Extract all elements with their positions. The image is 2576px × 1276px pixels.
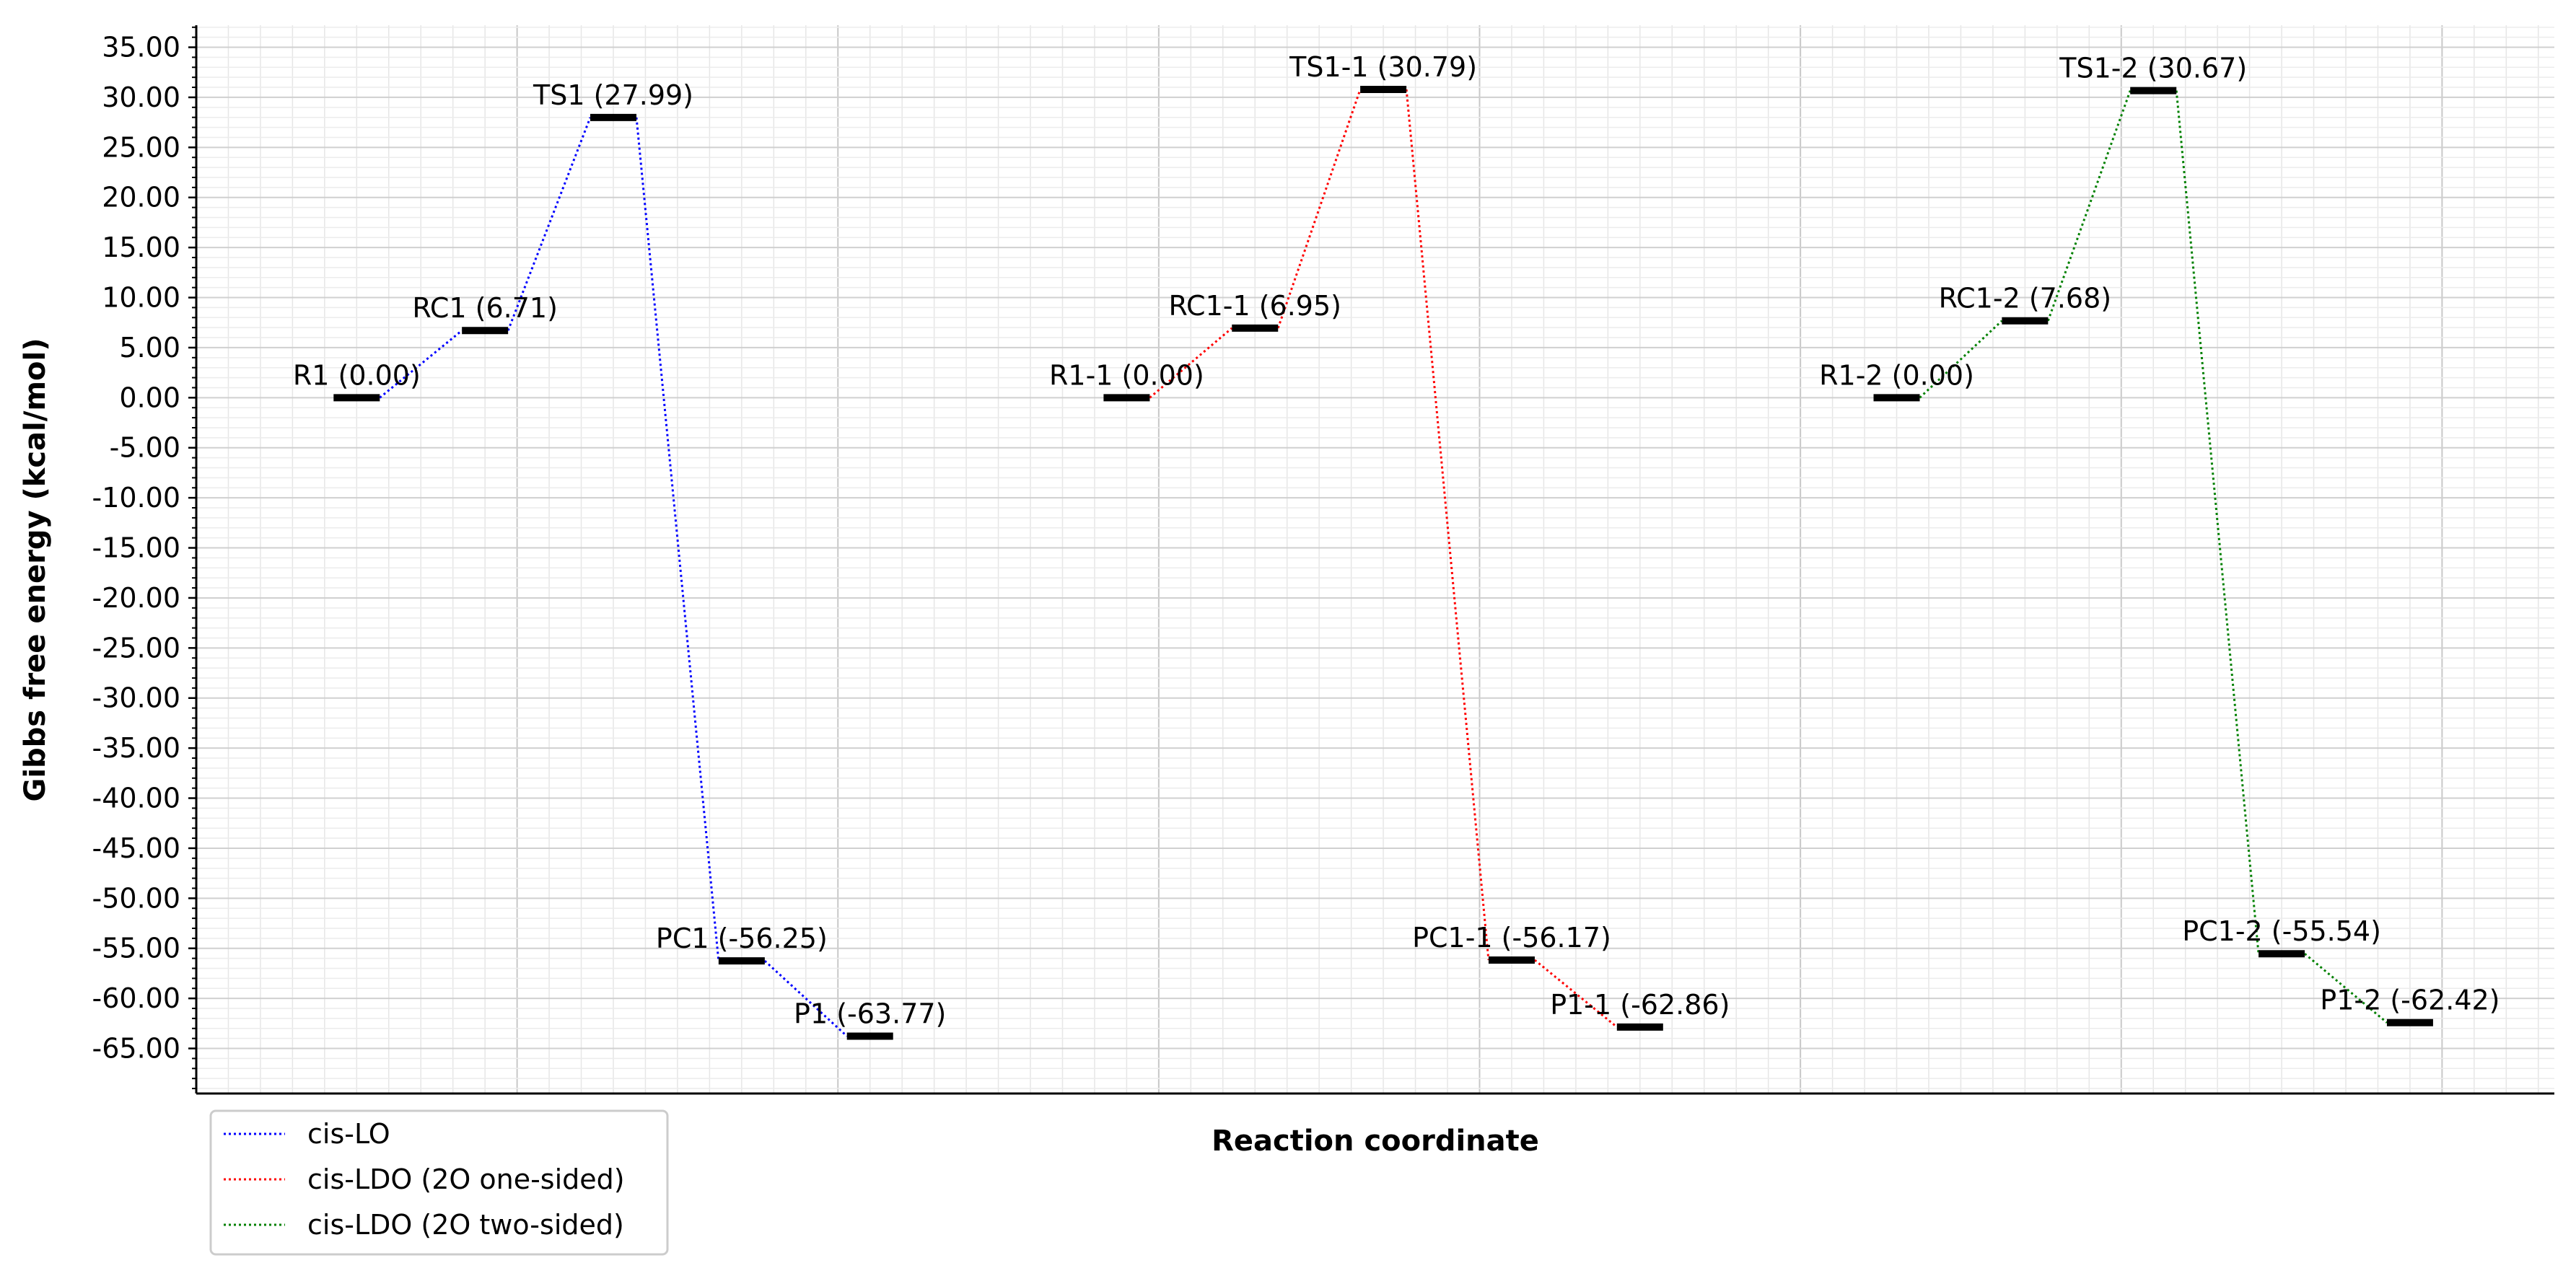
grid xyxy=(196,25,2554,1094)
y-tick-label: -40.00 xyxy=(92,783,181,814)
legend-frame xyxy=(209,1109,669,1256)
energy-level-label: RC1-1 (6.95) xyxy=(1169,290,1341,322)
legend-label: cis-LO xyxy=(307,1118,390,1150)
energy-level-label: R1-1 (0.00) xyxy=(1049,359,1204,391)
y-tick-label: 35.00 xyxy=(102,32,180,63)
legend: cis-LO cis-LDO (2O one-sided) cis-LDO (2O … xyxy=(209,1109,669,1256)
y-tick-label: 0.00 xyxy=(119,382,180,413)
y-tick-label: -5.00 xyxy=(110,432,180,464)
y-tick-label: 5.00 xyxy=(119,332,180,364)
y-tick-label: -45.00 xyxy=(92,832,181,864)
y-tick-label: -30.00 xyxy=(92,682,181,714)
y-tick-label: 10.00 xyxy=(102,282,180,314)
y-tick-label: -50.00 xyxy=(92,882,181,914)
y-tick-label: 15.00 xyxy=(102,232,180,263)
y-tick-label: -35.00 xyxy=(92,732,181,764)
y-tick-label: 20.00 xyxy=(102,182,180,214)
energy-level-label: PC1 (-56.25) xyxy=(656,923,828,954)
energy-level-label: R1 (0.00) xyxy=(293,359,421,391)
x-axis-title: Reaction coordinate xyxy=(1212,1125,1539,1158)
series-3-connector xyxy=(2175,90,2260,954)
y-tick-label: -20.00 xyxy=(92,582,181,614)
energy-level-label: RC1 (6.71) xyxy=(412,292,558,324)
series-2-connector xyxy=(1405,89,1490,961)
level-labels: R1 (0.00) RC1 (6.71) TS1 (27.99) PC1 (-56.2… xyxy=(293,51,2500,1029)
y-tick-label: -25.00 xyxy=(92,632,181,664)
series-3-connector xyxy=(1919,320,2003,399)
connector-lines xyxy=(379,89,2388,1037)
legend-label: cis-LDO (2O two-sided) xyxy=(307,1209,624,1241)
y-tick-label: -65.00 xyxy=(92,1033,181,1065)
y-axis-title: Gibbs free energy (kcal/mol) xyxy=(19,338,52,801)
energy-level-label: P1 (-63.77) xyxy=(794,998,946,1029)
y-tick-label: -60.00 xyxy=(92,982,181,1014)
legend-label: cis-LDO (2O one-sided) xyxy=(307,1163,625,1195)
y-tick-label: -10.00 xyxy=(92,482,181,514)
series-2-connector xyxy=(1276,89,1362,329)
axes: 35.00 30.00 25.00 20.00 15.00 10.00 5.00 0.00 -5… xyxy=(92,25,2554,1095)
y-tick-label: 25.00 xyxy=(102,131,180,163)
y-tick-label: -15.00 xyxy=(92,532,181,564)
energy-level-label: PC1-2 (-55.54) xyxy=(2182,915,2381,947)
y-tick-label: 30.00 xyxy=(102,82,180,113)
series-1-connector xyxy=(763,959,848,1037)
energy-level-label: RC1-2 (7.68) xyxy=(1939,283,2111,314)
series-3-connector xyxy=(2046,90,2132,322)
y-tick-label: -55.00 xyxy=(92,933,181,964)
energy-level-label: P1-2 (-62.42) xyxy=(2320,985,2500,1016)
energy-level-label: R1-2 (0.00) xyxy=(1819,359,1974,391)
energy-level-label: TS1-2 (30.67) xyxy=(2059,53,2247,84)
energy-level-label: PC1-1 (-56.17) xyxy=(1412,922,1611,954)
energy-level-label: TS1 (27.99) xyxy=(533,79,693,111)
energy-levels xyxy=(333,85,2433,1040)
energy-level-label: P1-1 (-62.86) xyxy=(1550,989,1730,1021)
energy-level-label: TS1-1 (30.79) xyxy=(1289,51,1477,83)
